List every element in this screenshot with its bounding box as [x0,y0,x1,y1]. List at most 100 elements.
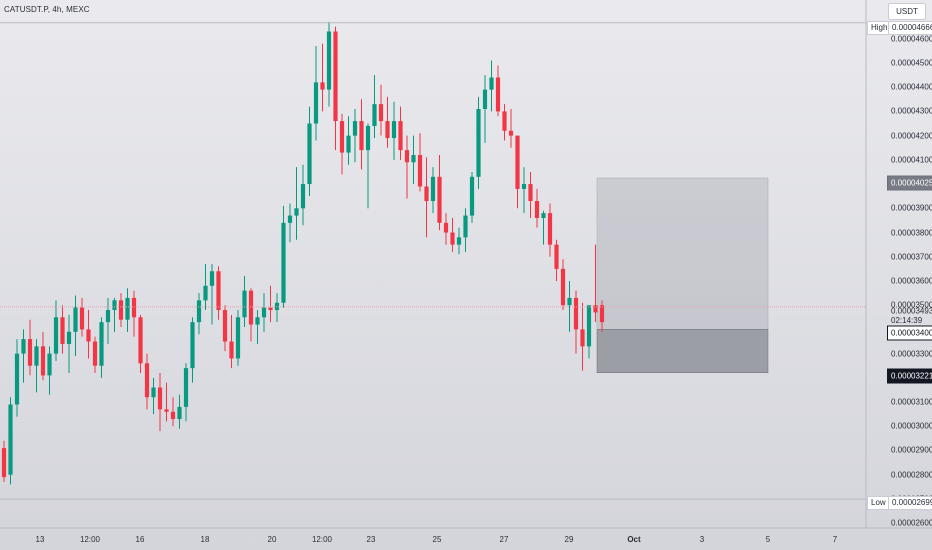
candle[interactable] [261,293,267,332]
candle[interactable] [313,46,319,141]
candle[interactable] [541,210,546,245]
candle[interactable] [125,288,130,332]
position-target-zone[interactable] [596,177,769,330]
candle[interactable] [274,293,280,323]
candle[interactable] [521,167,527,214]
candle[interactable] [424,157,429,238]
candle[interactable] [112,297,117,332]
candle[interactable] [8,397,13,485]
candle[interactable] [196,293,202,335]
candle[interactable] [248,288,254,342]
candle[interactable] [339,113,345,175]
candle[interactable] [14,339,20,417]
candle[interactable] [222,305,228,352]
candle[interactable] [456,227,462,255]
candle[interactable] [352,108,358,163]
candle[interactable] [391,101,397,160]
candle[interactable] [359,99,364,170]
candle[interactable] [34,339,39,393]
candle[interactable] [190,317,195,383]
candle[interactable] [40,331,46,381]
candle[interactable] [547,203,553,257]
candle[interactable] [534,188,540,228]
candle[interactable] [586,305,592,359]
candle[interactable] [502,104,507,141]
candle[interactable] [170,397,176,427]
candle[interactable] [235,310,241,366]
candle[interactable] [287,203,293,243]
candle[interactable] [21,329,26,383]
candle[interactable] [99,317,104,378]
candle[interactable] [385,96,390,148]
candle[interactable] [411,135,416,185]
candle[interactable] [476,96,481,189]
candle[interactable] [580,302,585,371]
candle[interactable] [554,239,559,281]
candle[interactable] [437,155,442,231]
candle[interactable] [560,259,566,311]
candle[interactable] [229,314,234,369]
candle[interactable] [469,171,475,223]
candle[interactable] [482,75,488,143]
candle[interactable] [450,217,455,252]
candle[interactable] [47,346,52,395]
candle[interactable] [27,319,33,376]
candle[interactable] [60,305,65,354]
candle[interactable] [528,171,533,218]
candle[interactable] [92,336,98,373]
candle[interactable] [203,264,208,311]
candle[interactable] [430,167,436,214]
candle[interactable] [404,135,410,199]
candle[interactable] [164,382,169,422]
price-tick-label: 0.00003100 [891,397,932,407]
candle[interactable] [242,276,247,327]
candle[interactable] [281,205,286,308]
candle[interactable] [365,123,371,209]
candle[interactable] [105,297,111,344]
candle[interactable] [86,310,91,359]
currency-selector[interactable]: USDT [888,3,926,20]
candle[interactable] [131,290,137,337]
candle[interactable] [118,293,124,327]
candle[interactable] [495,65,501,117]
candle[interactable] [209,264,215,325]
price-tick-label: 0.00004600 [891,34,932,44]
candle[interactable] [573,290,579,354]
candle[interactable] [599,300,605,332]
candle[interactable] [73,295,78,357]
candle[interactable] [79,297,85,337]
candle[interactable] [515,135,520,209]
candle[interactable] [216,266,221,320]
candle[interactable] [53,300,59,361]
candle[interactable] [255,310,260,344]
candle[interactable] [489,60,494,112]
candle[interactable] [443,213,449,245]
candle[interactable] [326,21,332,107]
candle[interactable] [144,353,150,410]
candle[interactable] [300,164,306,226]
candle[interactable] [183,363,189,422]
position-stop-zone[interactable] [596,329,769,373]
candle[interactable] [320,43,325,112]
candle[interactable] [268,285,273,323]
candle[interactable] [177,394,182,429]
candle[interactable] [157,372,163,432]
candle[interactable] [307,106,312,197]
candle[interactable] [463,208,468,252]
candle[interactable] [593,244,598,323]
candle[interactable] [372,75,377,139]
candle[interactable] [567,280,572,332]
candle[interactable] [66,314,72,373]
candle[interactable] [333,26,338,151]
candle[interactable] [417,133,423,192]
candle[interactable] [346,116,351,165]
candle[interactable] [378,84,384,136]
candle[interactable] [138,314,143,373]
candle[interactable] [508,108,514,148]
candle[interactable] [398,106,403,160]
candle[interactable] [151,377,156,415]
candle[interactable] [294,167,299,240]
candle[interactable] [1,440,7,482]
symbol-title[interactable]: CATUSDT.P, 4h, MEXC [4,5,90,14]
